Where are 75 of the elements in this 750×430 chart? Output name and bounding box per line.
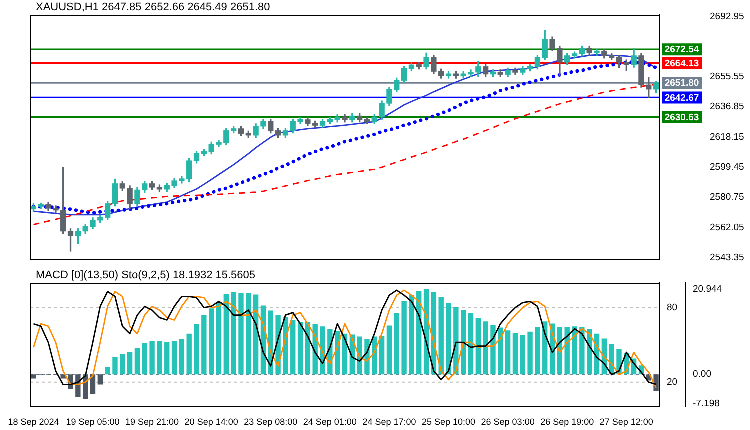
x-tick-label: 19 Sep 05:00 (66, 417, 120, 428)
y-tick-label: 2543.35 (710, 252, 744, 264)
bar (409, 295, 414, 375)
x-tick-label: 18 Sep 2024 (8, 417, 60, 428)
bar (505, 330, 511, 375)
bar (157, 341, 162, 375)
y-tick-label: 2580.75 (710, 192, 744, 204)
bar (476, 318, 482, 375)
x-tick-label: 26 Sep 19:00 (540, 417, 594, 428)
bar (238, 293, 244, 375)
bar (402, 301, 407, 375)
y-tick-label: -7.198 (693, 398, 720, 410)
bar (454, 307, 459, 375)
bar (498, 328, 504, 375)
bar (490, 324, 496, 375)
y-tick-label: 2655.55 (710, 72, 744, 83)
bar (394, 314, 400, 375)
bar (512, 333, 518, 375)
bar (179, 339, 185, 375)
bar (483, 322, 488, 375)
x-tick-label: 23 Sep 08:00 (244, 417, 298, 428)
bar (231, 292, 236, 375)
bar (224, 294, 230, 375)
y-tick-label: 2636.85 (710, 102, 744, 113)
bar (298, 322, 304, 375)
bar (446, 303, 452, 375)
chart-title: XAUUSD,H1 2647.85 2652.66 2645.49 2651.80 (36, 2, 270, 14)
bar (572, 326, 578, 375)
y-tick-label: 2692.95 (710, 11, 744, 22)
bar (468, 314, 474, 375)
y-tick-label: 2599.45 (710, 162, 744, 174)
x-tick-label: 20 Sep 14:00 (184, 417, 238, 428)
bar (186, 334, 192, 375)
ref-line-label: 2642.67 (664, 92, 700, 104)
bar (379, 336, 385, 375)
y-tick-label: 2562.05 (710, 222, 744, 234)
bar (105, 367, 110, 375)
bar (194, 324, 200, 375)
x-tick-label: 25 Sep 10:00 (422, 417, 476, 428)
y-tick-label: 20.944 (693, 284, 722, 295)
x-tick-label: 26 Sep 03:00 (481, 417, 535, 428)
x-tick-label: 27 Sep 12:00 (600, 417, 654, 428)
bar (98, 374, 104, 385)
ref-line-label: 2630.63 (664, 112, 700, 124)
bar (386, 326, 392, 375)
bar (31, 374, 36, 379)
y-tick-label: 0.00 (693, 369, 712, 380)
ref-line-label: 2664.13 (664, 58, 700, 70)
bar (290, 320, 296, 375)
bar (142, 343, 148, 375)
bar (134, 348, 140, 375)
bar (520, 335, 526, 375)
bar (208, 308, 214, 375)
y2-tick-label: 20 (667, 376, 678, 388)
ref-line-label: 2672.54 (664, 44, 700, 56)
bar (150, 341, 155, 375)
chart-title: MACD [0](13,50) Sto(9,2,5) 18.1932 15.5605 (36, 270, 256, 282)
bar (120, 354, 126, 375)
bar (528, 332, 533, 375)
bar (172, 341, 178, 375)
bar (246, 293, 252, 375)
bar (535, 327, 540, 375)
x-tick-label: 24 Sep 17:00 (362, 417, 416, 428)
y2-tick-label: 80 (667, 302, 678, 314)
bar (112, 357, 118, 375)
bar (438, 297, 444, 375)
y-tick-label: 2618.15 (710, 132, 744, 143)
bar (164, 342, 170, 375)
x-tick-label: 19 Sep 21:00 (126, 417, 180, 428)
x-tick-label: 24 Sep 01:00 (303, 417, 357, 428)
ref-line-label: 2651.80 (664, 78, 700, 90)
bar (216, 302, 222, 375)
bar (580, 327, 585, 375)
bar (202, 315, 207, 375)
bar (127, 352, 133, 375)
